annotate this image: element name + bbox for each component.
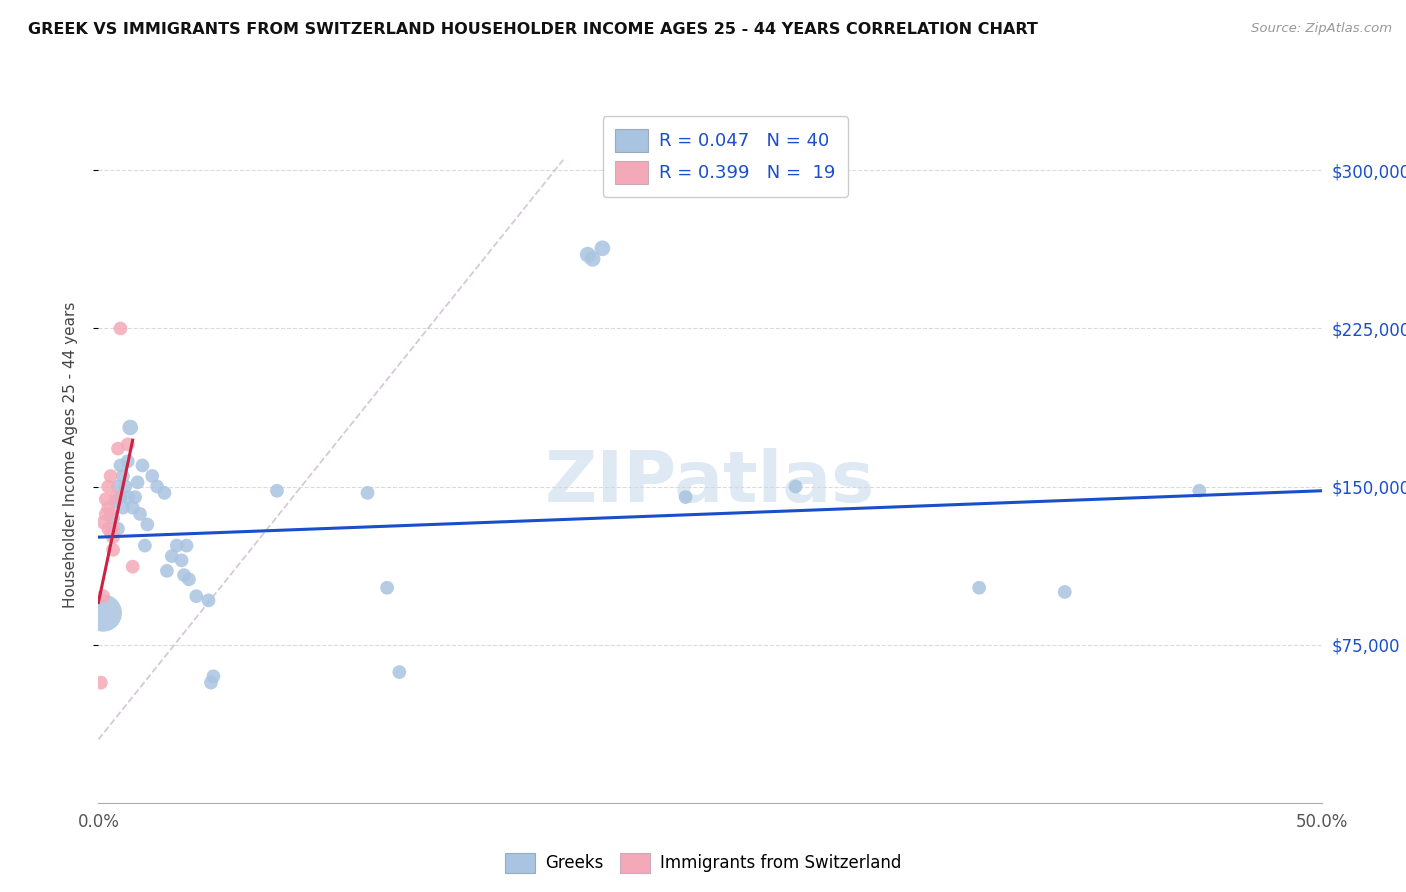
Text: GREEK VS IMMIGRANTS FROM SWITZERLAND HOUSEHOLDER INCOME AGES 25 - 44 YEARS CORRE: GREEK VS IMMIGRANTS FROM SWITZERLAND HOU… [28,22,1038,37]
Point [202,669,225,683]
Point [111,500,134,515]
Point [107,442,129,456]
Point [121,500,143,515]
Point [356,486,378,500]
Text: Source: ZipAtlas.com: Source: ZipAtlas.com [1251,22,1392,36]
Point [110,490,132,504]
Point [114,479,136,493]
Point [107,522,129,536]
Point [266,483,288,498]
Point [121,559,143,574]
Legend: R = 0.047   N = 40, R = 0.399   N =  19: R = 0.047 N = 40, R = 0.399 N = 19 [603,116,848,197]
Point [591,241,613,255]
Point [91,589,114,603]
Point [124,490,146,504]
Legend: Greeks, Immigrants from Switzerland: Greeks, Immigrants from Switzerland [498,847,908,880]
Point [110,321,132,335]
Point [94,492,117,507]
Point [120,420,142,434]
Point [581,252,603,266]
Point [170,553,193,567]
Point [101,511,124,525]
Point [146,479,169,493]
Point [97,522,120,536]
Point [388,665,411,679]
Point [576,247,599,261]
Point [104,494,127,508]
Point [110,458,132,473]
Point [200,675,222,690]
Point [91,606,114,620]
Point [785,479,807,493]
Point [173,568,195,582]
Point [90,675,112,690]
Point [117,437,139,451]
Point [101,522,124,536]
Point [100,525,122,540]
Y-axis label: Householder Income Ages 25 - 44 years: Householder Income Ages 25 - 44 years [63,301,77,608]
Point [97,500,120,515]
Point [375,581,398,595]
Point [156,564,179,578]
Point [141,469,163,483]
Point [111,469,134,483]
Point [186,589,208,603]
Point [97,479,120,493]
Point [177,572,200,586]
Point [100,507,122,521]
Point [94,507,117,521]
Point [117,490,139,504]
Point [176,539,198,553]
Point [1188,483,1211,498]
Point [160,549,183,563]
Point [127,475,149,490]
Text: ZIPatlas: ZIPatlas [546,449,875,517]
Point [117,454,139,468]
Point [967,581,990,595]
Point [100,469,122,483]
Point [166,539,188,553]
Point [153,486,176,500]
Point [1053,585,1076,599]
Point [107,479,129,493]
Point [675,490,697,504]
Point [91,516,114,530]
Point [197,593,219,607]
Point [131,458,153,473]
Point [101,530,124,544]
Point [129,507,152,521]
Point [136,517,159,532]
Point [104,490,127,504]
Point [101,542,124,557]
Point [134,539,156,553]
